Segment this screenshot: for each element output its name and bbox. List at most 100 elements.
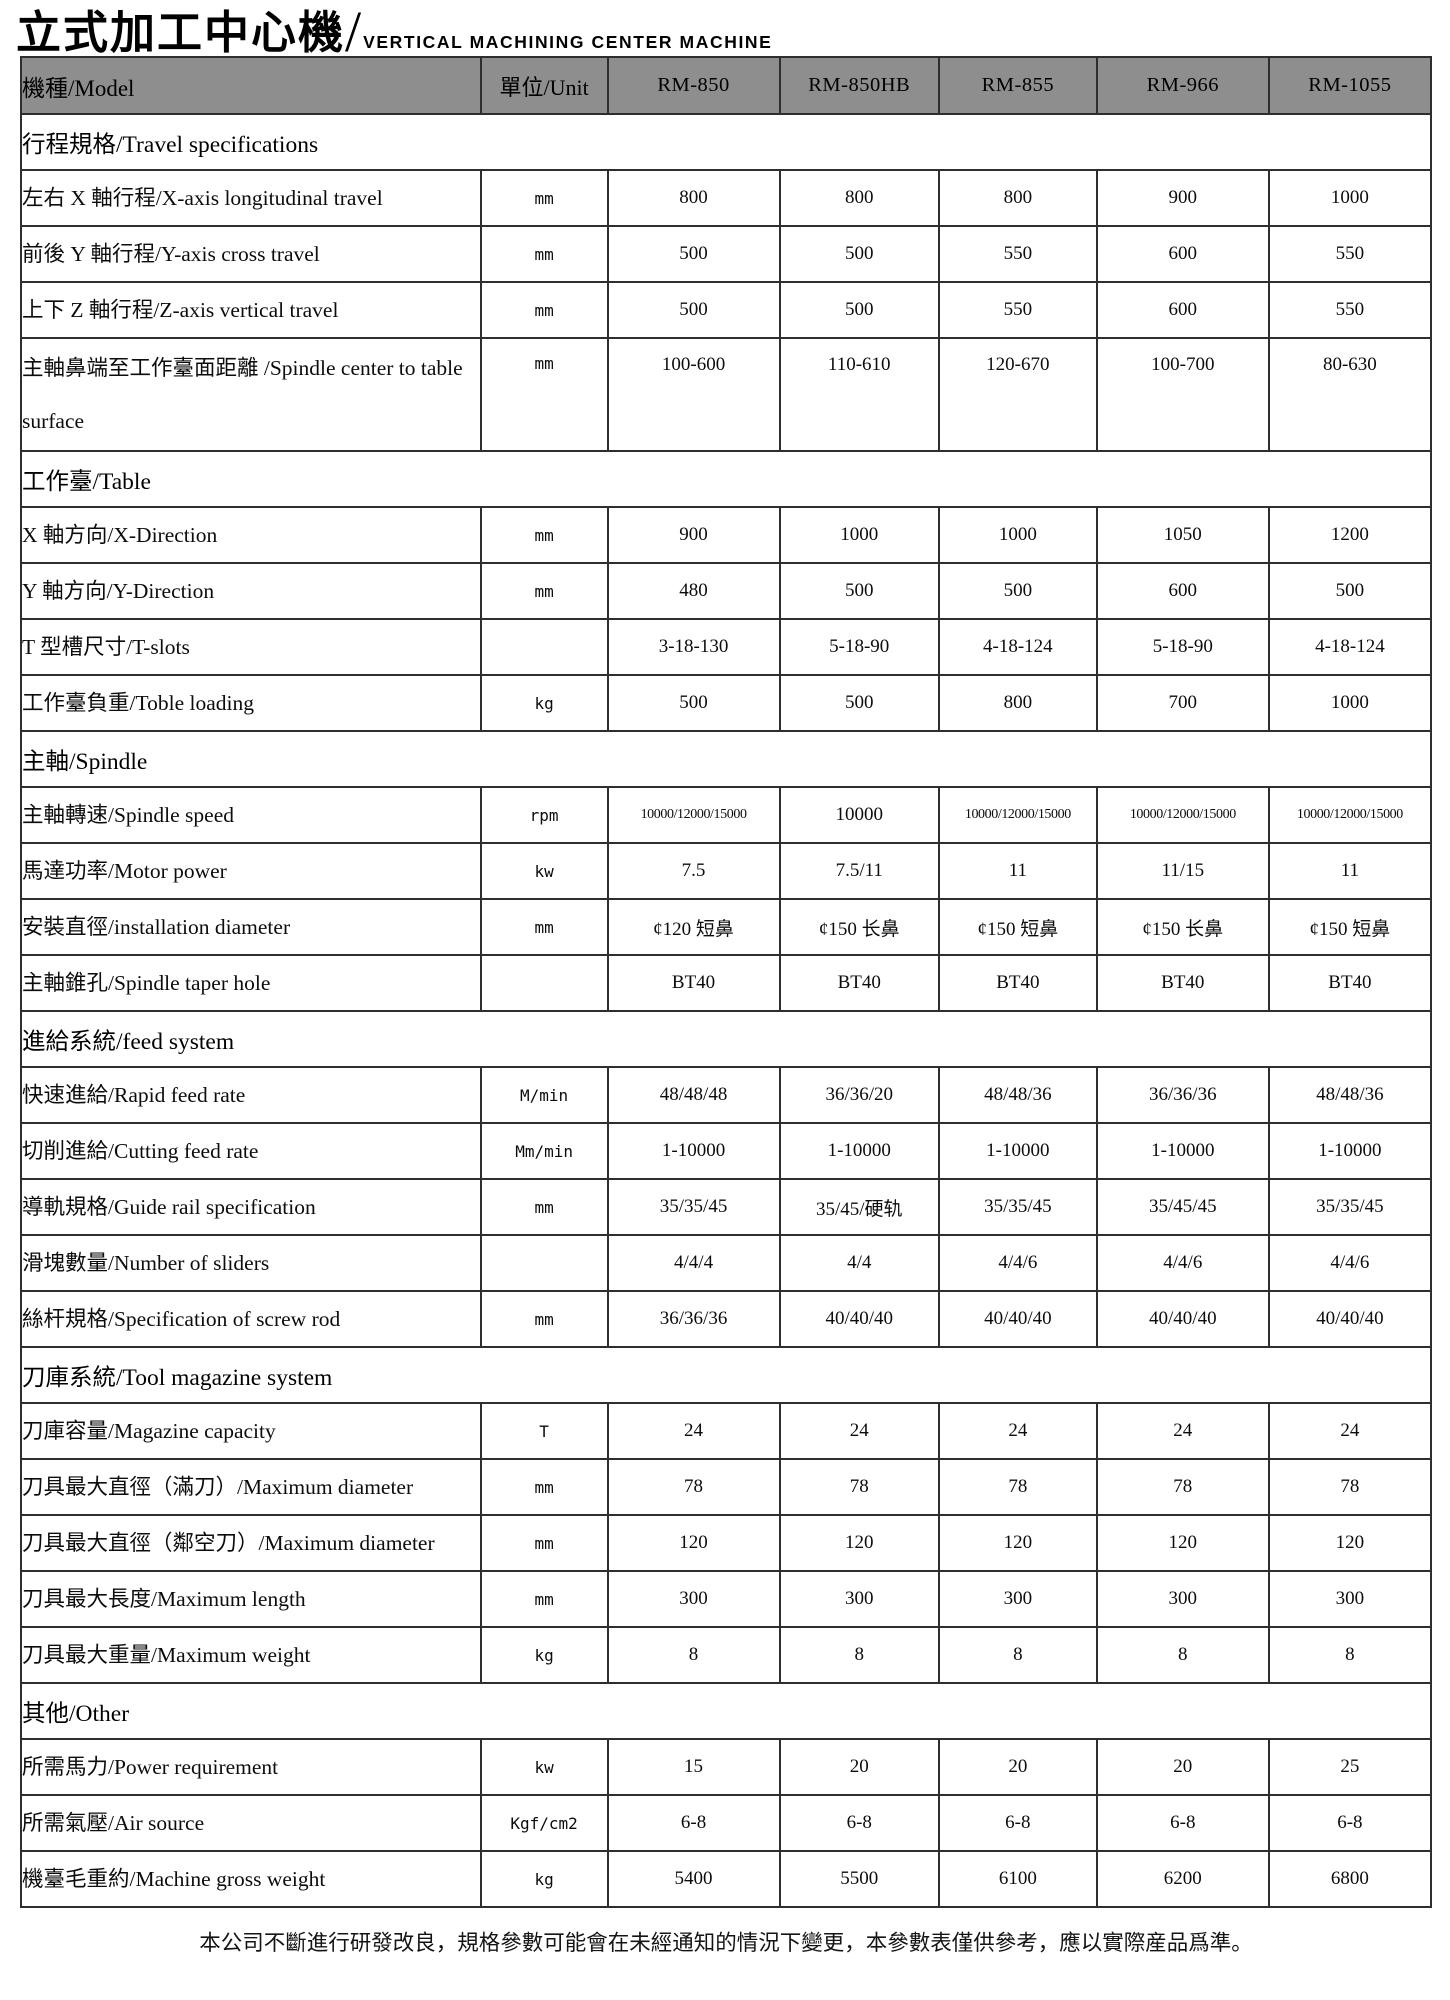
page-title: 立式加工中心機 / VERTICAL MACHINING CENTER MACH… <box>0 0 1450 60</box>
value-cell-rm-1055: 78 <box>1267 1458 1433 1516</box>
row-label: 絲杆規格/Specification of screw rod <box>20 1290 482 1348</box>
value-cell-rm-1055: 1000 <box>1267 674 1433 732</box>
section-header-row: 工作臺/Table <box>20 450 1432 508</box>
spec-row: 主軸轉速/Spindle speed rpm 10000/12000/15000 10… <box>20 786 1433 844</box>
value-cell-rm-966: ¢150 长鼻 <box>1095 898 1270 956</box>
value-cell-rm-1055: 1000 <box>1267 169 1433 227</box>
value-cell-rm-1055: 1200 <box>1267 506 1433 564</box>
value-cell-rm-1055: 550 <box>1267 281 1433 339</box>
value-cell-rm-850: 100-600 <box>606 337 781 452</box>
row-label: 前後 Y 軸行程/Y-axis cross travel <box>20 225 482 283</box>
value-cell-rm-1055: 35/35/45 <box>1267 1178 1433 1236</box>
value-cell-rm-850hb: 1000 <box>778 506 940 564</box>
value-cell-rm-855: 120 <box>937 1514 1098 1572</box>
value-cell-rm-850: 900 <box>606 506 781 564</box>
value-cell-rm-1055: 500 <box>1267 562 1433 620</box>
row-unit: mm <box>479 506 609 564</box>
value-cell-rm-855: 6-8 <box>937 1794 1098 1852</box>
row-unit <box>479 1234 609 1292</box>
section-title: 主軸/Spindle <box>20 730 1432 788</box>
row-label: 馬達功率/Motor power <box>20 842 482 900</box>
section-title: 進給系統/feed system <box>20 1010 1432 1068</box>
value-cell-rm-966: 40/40/40 <box>1095 1290 1270 1348</box>
model-header-rm-966: RM-966 <box>1095 56 1270 115</box>
value-cell-rm-966: 10000/12000/15000 <box>1095 786 1270 844</box>
value-cell-rm-966: 600 <box>1095 562 1270 620</box>
value-cell-rm-966: 300 <box>1095 1570 1270 1628</box>
value-cell-rm-1055: 11 <box>1267 842 1433 900</box>
value-cell-rm-966: 6200 <box>1095 1850 1270 1908</box>
page-title-english: VERTICAL MACHINING CENTER MACHINE <box>363 32 773 52</box>
row-label: 所需氣壓/Air source <box>20 1794 482 1852</box>
spec-row: X 軸方向/X-Direction mm 900 1000 1000 1050 1200 <box>20 506 1433 564</box>
value-cell-rm-855: 120-670 <box>937 337 1098 452</box>
value-cell-rm-855: 10000/12000/15000 <box>937 786 1098 844</box>
value-cell-rm-1055: 24 <box>1267 1402 1433 1460</box>
value-cell-rm-966: 20 <box>1095 1738 1270 1796</box>
value-cell-rm-850hb: 10000 <box>778 786 940 844</box>
row-label: 所需馬力/Power requirement <box>20 1738 482 1796</box>
value-cell-rm-1055: 80-630 <box>1267 337 1433 452</box>
value-cell-rm-1055: 25 <box>1267 1738 1433 1796</box>
row-label: T 型槽尺寸/T-slots <box>20 618 482 676</box>
value-cell-rm-850hb: 24 <box>778 1402 940 1460</box>
row-label: 機臺毛重約/Machine gross weight <box>20 1850 482 1908</box>
value-cell-rm-855: 78 <box>937 1458 1098 1516</box>
value-cell-rm-966: 8 <box>1095 1626 1270 1684</box>
spec-table-body: 機種/Model 單位/Unit RM-850 RM-850HB RM-855 RM-… <box>20 56 1433 1908</box>
value-cell-rm-850hb: 500 <box>778 281 940 339</box>
spec-row: 左右 X 軸行程/X-axis longitudinal travel mm 800… <box>20 169 1433 227</box>
value-cell-rm-850: 500 <box>606 674 781 732</box>
value-cell-rm-855: 550 <box>937 225 1098 283</box>
spec-row: 刀具最大重量/Maximum weight kg 8 8 8 8 8 <box>20 1626 1433 1684</box>
spec-row: T 型槽尺寸/T-slots 3-18-130 5-18-90 4-18-124 5-1… <box>20 618 1433 676</box>
value-cell-rm-850hb: 4/4 <box>778 1234 940 1292</box>
value-cell-rm-850hb: 78 <box>778 1458 940 1516</box>
value-cell-rm-850: 500 <box>606 281 781 339</box>
row-label: 導軌規格/Guide rail specification <box>20 1178 482 1236</box>
section-header-row: 行程規格/Travel specifications <box>20 113 1432 171</box>
row-label: 刀庫容量/Magazine capacity <box>20 1402 482 1460</box>
value-cell-rm-966: 36/36/36 <box>1095 1066 1270 1124</box>
value-cell-rm-855: 1000 <box>937 506 1098 564</box>
value-cell-rm-1055: BT40 <box>1267 954 1433 1012</box>
value-cell-rm-850hb: 300 <box>778 1570 940 1628</box>
value-cell-rm-966: 6-8 <box>1095 1794 1270 1852</box>
value-cell-rm-966: 100-700 <box>1095 337 1270 452</box>
spec-row: 馬達功率/Motor power kw 7.5 7.5/11 11 11/15 11 <box>20 842 1433 900</box>
value-cell-rm-850: 120 <box>606 1514 781 1572</box>
spec-row: 絲杆規格/Specification of screw rod mm 36/36/3… <box>20 1290 1433 1348</box>
unit-column-header: 單位/Unit <box>479 56 609 115</box>
row-label: 左右 X 軸行程/X-axis longitudinal travel <box>20 169 482 227</box>
spec-row: 刀具最大直徑（滿刀）/Maximum diameter mm 78 78 78 78 78 <box>20 1458 1433 1516</box>
value-cell-rm-850: 480 <box>606 562 781 620</box>
value-cell-rm-850hb: 800 <box>778 169 940 227</box>
value-cell-rm-850hb: 500 <box>778 225 940 283</box>
value-cell-rm-855: 6100 <box>937 1850 1098 1908</box>
value-cell-rm-850: 5400 <box>606 1850 781 1908</box>
value-cell-rm-966: 5-18-90 <box>1095 618 1270 676</box>
value-cell-rm-850hb: 5-18-90 <box>778 618 940 676</box>
row-unit: mm <box>479 898 609 956</box>
row-unit: kg <box>479 1626 609 1684</box>
spec-row: 導軌規格/Guide rail specification mm 35/35/45 3… <box>20 1178 1433 1236</box>
value-cell-rm-855: 4-18-124 <box>937 618 1098 676</box>
row-unit: mm <box>479 225 609 283</box>
value-cell-rm-1055: 8 <box>1267 1626 1433 1684</box>
value-cell-rm-850hb: 36/36/20 <box>778 1066 940 1124</box>
value-cell-rm-855: 35/35/45 <box>937 1178 1098 1236</box>
row-unit: kw <box>479 1738 609 1796</box>
row-label: 主軸鼻端至工作臺面距離 /Spindle center to table sur… <box>20 337 482 452</box>
row-label: 切削進給/Cutting feed rate <box>20 1122 482 1180</box>
value-cell-rm-850hb: 40/40/40 <box>778 1290 940 1348</box>
row-unit: mm <box>479 337 609 452</box>
spec-row: 工作臺負重/Toble loading kg 500 500 800 700 1000 <box>20 674 1433 732</box>
value-cell-rm-850: 7.5 <box>606 842 781 900</box>
row-unit <box>479 954 609 1012</box>
value-cell-rm-850hb: 5500 <box>778 1850 940 1908</box>
value-cell-rm-850: 300 <box>606 1570 781 1628</box>
value-cell-rm-966: 120 <box>1095 1514 1270 1572</box>
model-header-rm-855: RM-855 <box>937 56 1098 115</box>
value-cell-rm-850: 35/35/45 <box>606 1178 781 1236</box>
section-title: 其他/Other <box>20 1682 1432 1740</box>
